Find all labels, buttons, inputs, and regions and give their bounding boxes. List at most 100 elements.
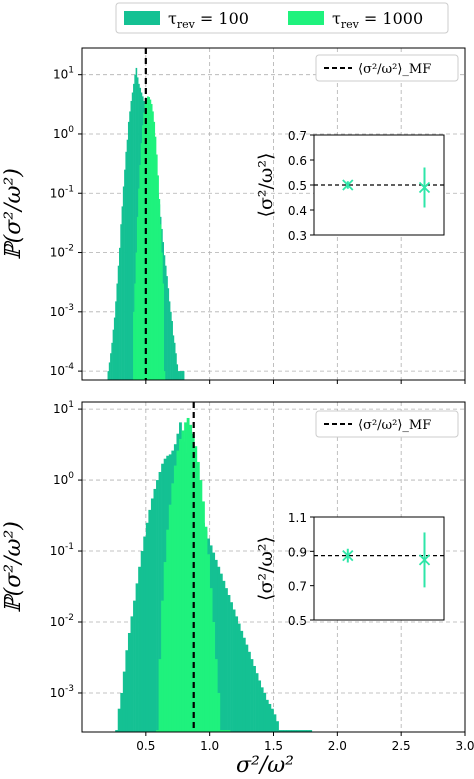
bottom-panel: 10-3 10-2 10-1 100 101 0.5 1.0 1.5 2.0 2.5 3.0 ℙ(σ²… (1, 400, 474, 753)
inset-marker (418, 181, 431, 194)
histogram-bar (173, 342, 176, 380)
y-tick-label: 10-4 (50, 362, 75, 378)
histogram-bar (227, 595, 231, 732)
histogram-bar (163, 255, 166, 380)
histogram-bar (120, 692, 124, 732)
histogram-bar (286, 730, 290, 732)
histogram-bar (156, 480, 159, 732)
histogram-bar (173, 465, 177, 732)
histogram-bar (158, 659, 162, 732)
x-axis-label: σ²/ω² (236, 753, 294, 778)
histogram-bar (122, 671, 126, 732)
histogram-bar (122, 186, 125, 380)
histogram-bar (309, 730, 313, 732)
histogram-bar (214, 659, 218, 732)
inset-y-tick-label: 0.3 (288, 229, 307, 243)
y-axis-label: ℙ(σ²/ω²) (1, 521, 26, 613)
histogram-bar (217, 692, 221, 732)
histogram-bar (166, 276, 168, 380)
mean-field-legend-frame (315, 410, 459, 438)
histogram-bar (263, 692, 267, 732)
histogram-bar (212, 622, 216, 732)
histogram-bar (179, 371, 181, 380)
mean-field-legend-label: ⟨σ²/ω²⟩_MF (358, 418, 431, 433)
mean-field-legend: ⟨σ²/ω²⟩_MF (315, 410, 459, 438)
y-tick-label: 10-2 (50, 244, 74, 260)
histogram-bar (135, 67, 138, 380)
histogram-bar (135, 252, 138, 380)
histogram-bar (242, 637, 246, 732)
histogram-bar (161, 252, 163, 380)
histogram-bar (154, 136, 157, 380)
inset-marker (342, 549, 354, 562)
histogram-bar (149, 99, 152, 380)
histogram-bar (207, 554, 210, 732)
histogram-bar (296, 730, 300, 732)
histogram-bar (145, 522, 149, 732)
mean-field-legend-frame (315, 54, 459, 82)
histogram-bar (140, 551, 144, 732)
histogram-bar (199, 480, 203, 732)
histogram-bar (125, 151, 127, 380)
histogram-bar (126, 139, 129, 380)
histogram-bar (181, 430, 185, 732)
histogram-bar (202, 501, 205, 732)
histogram-bar (131, 92, 134, 380)
histogram-bar (150, 104, 153, 380)
histogram-bar (112, 329, 115, 380)
histogram-bar (224, 588, 228, 732)
inset-y-tick-label: 0.6 (288, 154, 307, 168)
y-tick-label: 101 (53, 66, 74, 82)
histogram-bar (281, 730, 285, 732)
histogram-bar (167, 288, 170, 380)
legend-label-tau-1000: τrev = 1000 (332, 9, 423, 31)
histogram-bar (301, 730, 305, 732)
histogram-bar (153, 488, 157, 732)
histogram-bar (157, 175, 159, 380)
histogram-bar (147, 96, 149, 380)
histogram-bar (182, 371, 185, 380)
histogram-bar (163, 371, 166, 380)
histogram-bar (170, 311, 172, 380)
inset-y-axis-label: ⟨σ²/ω²⟩ (255, 153, 277, 218)
legend-swatch-tau-100 (124, 11, 160, 25)
histogram-bar (235, 616, 239, 732)
histogram-bar (168, 504, 172, 732)
histogram-bar (152, 111, 154, 380)
histogram-bar (253, 665, 256, 732)
y-tick-label: 101 (53, 400, 74, 416)
histogram-bars (107, 67, 185, 380)
histogram-bar (222, 580, 226, 732)
histogram-bar (139, 164, 142, 380)
histogram-bar (161, 463, 165, 732)
legend-label-tau-100: τrev = 100 (168, 9, 249, 31)
histogram-bar (115, 730, 119, 732)
x-tick-label: 0.5 (136, 739, 155, 753)
inset-axes: 0.3 0.4 0.5 0.6 0.7 ⟨σ²/ω²⟩ (255, 129, 445, 243)
histogram-bar (111, 342, 113, 380)
histogram-bar (150, 498, 154, 732)
histogram-bar (125, 650, 129, 732)
histogram-bar (184, 422, 187, 732)
histogram-bar (138, 566, 142, 732)
mean-field-legend-label: ⟨σ²/ω²⟩_MF (358, 62, 431, 77)
histogram-bar (293, 730, 297, 732)
histogram-bar (172, 335, 175, 380)
histogram-bar (107, 371, 110, 380)
histogram-bar (116, 283, 119, 380)
histogram-bar (148, 509, 152, 732)
histogram-bar (168, 301, 171, 380)
inset-axes: 0.5 0.7 0.9 1.1 ⟨σ²/ω²⟩ (255, 511, 445, 628)
mean-field-legend: ⟨σ²/ω²⟩_MF (315, 54, 459, 82)
inset-y-tick-label: 0.5 (288, 614, 307, 628)
histogram-bar (189, 424, 193, 732)
histogram-bar (179, 438, 182, 732)
histogram-bar (214, 559, 218, 732)
y-tick-label: 10-1 (50, 184, 74, 200)
histogram-bar (127, 632, 131, 732)
histogram-bar (156, 730, 159, 732)
histogram-bar (245, 644, 249, 732)
histogram-bar (156, 154, 158, 380)
histogram-bar (166, 529, 170, 732)
histogram-bar (230, 602, 233, 732)
